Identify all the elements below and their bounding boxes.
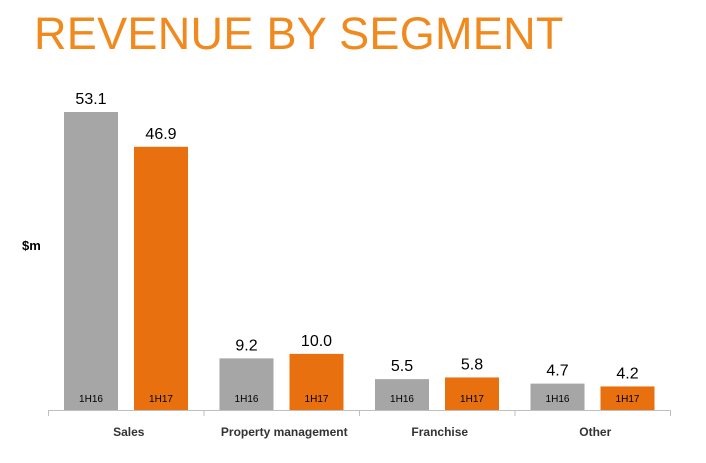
bar-property-management-1h16: [219, 358, 274, 410]
bar-sales-1h17: [134, 146, 188, 410]
series-label-other-1h17: 1H17: [616, 394, 640, 405]
bar-other-1h16: [530, 383, 585, 410]
series-label-property-management-1h16: 1H16: [235, 394, 259, 405]
bar-other-1h17: [600, 386, 655, 410]
value-label-property-management-1h16: 9.2: [235, 337, 257, 354]
series-label-other-1h16: 1H16: [546, 394, 570, 405]
y-axis-label: $m: [22, 238, 41, 253]
category-label-sales: Sales: [113, 425, 145, 439]
category-label-property-management: Property management: [221, 425, 348, 439]
value-label-other-1h16: 4.7: [546, 363, 568, 380]
value-label-franchise-1h16: 5.5: [391, 358, 413, 375]
value-label-sales-1h17: 46.9: [145, 126, 176, 143]
series-label-franchise-1h16: 1H16: [390, 394, 414, 405]
category-label-other: Other: [579, 425, 611, 439]
series-label-sales-1h16: 1H16: [79, 394, 103, 405]
series-label-property-management-1h17: 1H17: [305, 394, 329, 405]
value-label-sales-1h16: 53.1: [75, 91, 106, 108]
bar-franchise-1h17: [445, 377, 499, 410]
axis-layer: Sales Property management Franchise Other: [48, 410, 671, 439]
value-label-franchise-1h17: 5.8: [461, 356, 483, 373]
bar-franchise-1h16: [375, 379, 429, 410]
bar-property-management-1h17: [289, 353, 344, 410]
series-label-franchise-1h17: 1H17: [460, 394, 484, 405]
value-label-property-management-1h17: 10.0: [301, 333, 332, 350]
category-label-franchise: Franchise: [411, 425, 468, 439]
chart-title: REVENUE BY SEGMENT: [34, 8, 564, 59]
bar-sales-1h16: [64, 112, 118, 410]
series-label-sales-1h17: 1H17: [149, 394, 173, 405]
bars-layer: 53.1 1H16 46.9 1H17 9.2 1H16 10.0 1H17 5.5 1H16 5.…: [64, 91, 655, 410]
value-label-other-1h17: 4.2: [616, 365, 638, 382]
